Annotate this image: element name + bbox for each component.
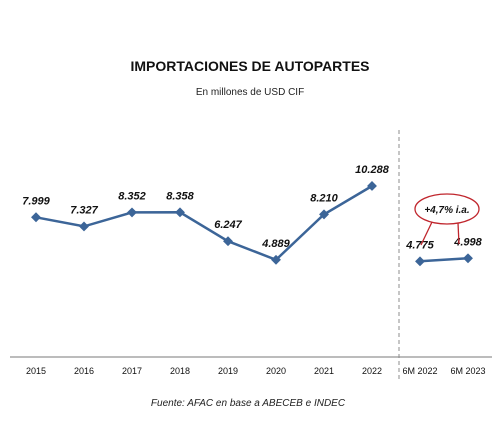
semester-data-label-6m-2022: 4.775 <box>405 239 434 251</box>
annual-tick-label-2017: 2017 <box>122 366 142 376</box>
chart-title: IMPORTACIONES DE AUTOPARTES <box>130 58 369 74</box>
markers <box>31 181 473 267</box>
annual-marker-2017 <box>127 207 137 218</box>
annual-data-label-2015: 7.999 <box>22 195 50 207</box>
annual-marker-2015 <box>31 212 41 223</box>
semester-marker-6m-2022 <box>415 256 425 267</box>
growth-annotation-leader-left <box>420 221 433 246</box>
semester-marker-6m-2023 <box>463 253 473 264</box>
annual-marker-2022 <box>367 181 377 191</box>
semester-data-label-6m-2023: 4.998 <box>453 236 482 248</box>
annual-marker-2021 <box>319 209 329 220</box>
growth-annotation-leader-right <box>457 222 460 245</box>
annual-tick-label-2022: 2022 <box>362 366 382 376</box>
annual-tick-label-2019: 2019 <box>218 366 238 376</box>
tick-labels: 2015 2016 2017 2018 2019 2020 2021 2022 6M 2022 6… <box>26 366 486 376</box>
annual-tick-label-2018: 2018 <box>170 366 190 376</box>
annual-tick-label-2016: 2016 <box>74 366 94 376</box>
annual-marker-2019 <box>223 236 233 247</box>
annual-data-label-2016: 7.327 <box>70 204 98 216</box>
semester-series <box>419 257 469 263</box>
growth-annotation-text: +4,7% i.a. <box>424 205 469 216</box>
annual-marker-2020 <box>271 254 281 265</box>
annual-tick-label-2020: 2020 <box>266 366 286 376</box>
semester-series-line <box>419 257 469 263</box>
semester-tick-label-6m-2022: 6M 2022 <box>402 366 437 376</box>
annual-data-label-2019: 6.247 <box>214 219 242 231</box>
growth-annotation-ellipse <box>414 193 480 225</box>
annual-data-label-2017: 8.352 <box>118 190 146 202</box>
annual-series <box>35 184 373 262</box>
annual-data-label-2018: 8.358 <box>166 190 194 202</box>
annual-tick-label-2021: 2021 <box>314 366 334 376</box>
annual-data-label-2022: 10.288 <box>355 164 390 176</box>
chart-subtitle: En millones de USD CIF <box>196 87 304 98</box>
annual-marker-2016 <box>79 221 89 232</box>
annual-marker-2018 <box>175 207 185 218</box>
annual-data-label-2020: 4.889 <box>261 238 290 250</box>
annual-data-label-2021: 8.210 <box>310 192 338 204</box>
annual-series-line <box>35 184 373 262</box>
semester-tick-label-6m-2023: 6M 2023 <box>450 366 485 376</box>
growth-annotation: +4,7% i.a. <box>414 193 480 246</box>
chart-source: Fuente: AFAC en base a ABECEB e INDEC <box>151 398 346 409</box>
data-labels: 7.999 7.327 8.352 8.358 6.247 4.889 8.210 10.28… <box>22 164 482 251</box>
annual-tick-label-2015: 2015 <box>26 366 46 376</box>
